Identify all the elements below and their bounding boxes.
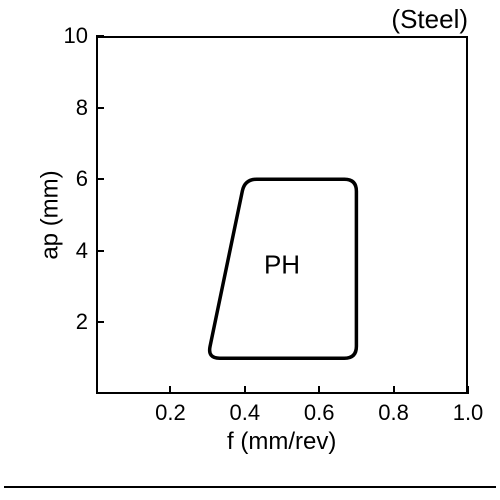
region-label: PH [264, 250, 300, 281]
region-shape [0, 0, 500, 500]
bottom-rule [4, 486, 496, 488]
